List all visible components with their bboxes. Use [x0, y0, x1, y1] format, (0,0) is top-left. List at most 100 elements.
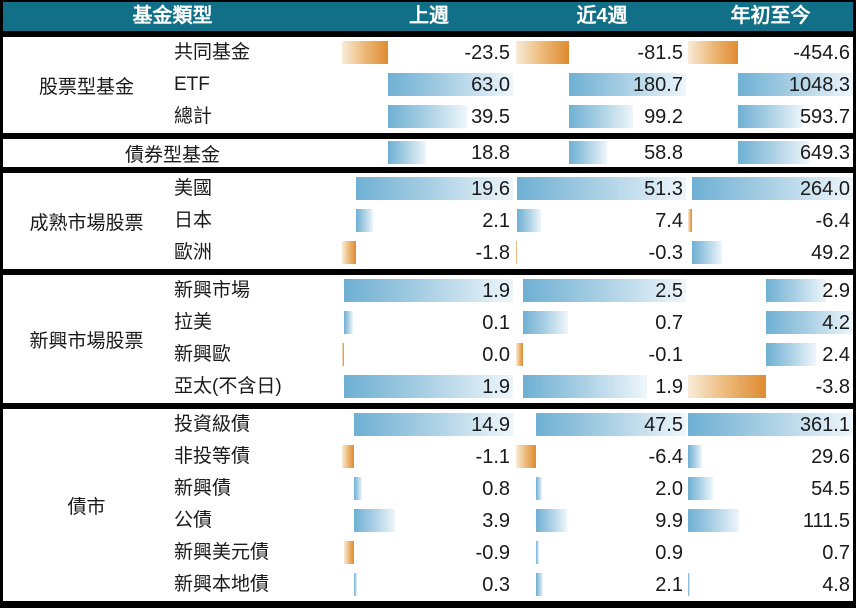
- data-bar: [536, 509, 568, 532]
- data-bar: [766, 343, 816, 366]
- data-bar: [516, 177, 686, 200]
- row-label: 公債: [174, 510, 213, 531]
- cell-value: -81.5: [637, 42, 683, 64]
- cell-value: -0.3: [648, 242, 683, 264]
- data-bar: [516, 343, 523, 366]
- cell-value: 0.1: [482, 312, 510, 334]
- cell-value: -23.5: [464, 42, 510, 64]
- table-block-emerging-market-equity: 新興市場股票 新興市場 1.9 2.5 2.9 拉美 0.1 0.7 4.2 新興歐 0.0 -0.1…: [3, 275, 853, 403]
- cell-value: 2.0: [655, 478, 683, 500]
- table-block-equity-funds: 股票型基金 共同基金 -23.5 -81.5 -454.6 ETF 63.0 180.7 104…: [3, 37, 853, 133]
- cell-value: 1048.3: [788, 74, 850, 96]
- cell-value: 29.6: [811, 446, 850, 468]
- cell-value: 1.9: [482, 376, 510, 398]
- value-cell: 19.6: [342, 173, 513, 205]
- cell-value: -6.4: [648, 446, 683, 468]
- data-bar: [516, 209, 542, 232]
- value-cell: 63.0: [342, 69, 513, 101]
- block-separator: [3, 133, 853, 139]
- value-cell: 1048.3: [688, 69, 853, 101]
- cell-value: 0.7: [655, 312, 683, 334]
- row-label: 歐洲: [174, 242, 213, 263]
- cell-value: 18.8: [471, 142, 510, 164]
- data-bar: [568, 73, 686, 96]
- data-bar: [342, 445, 354, 468]
- value-cell: 2.4: [688, 339, 853, 371]
- cell-value: 0.0: [482, 344, 510, 366]
- cell-value: 99.2: [644, 106, 683, 128]
- data-bar: [688, 209, 692, 232]
- cell-value: -0.1: [648, 344, 683, 366]
- row-label: 日本: [174, 210, 213, 231]
- value-cell: -1.1: [342, 441, 513, 473]
- block-separator: [3, 269, 853, 275]
- row-label: 新興歐: [174, 344, 232, 365]
- data-bar: [516, 41, 569, 64]
- value-cell: 361.1: [688, 409, 853, 441]
- group-label: 債市: [67, 496, 106, 518]
- cell-value: 7.4: [655, 210, 683, 232]
- group-label: 股票型基金: [38, 76, 134, 98]
- cell-value: 2.1: [482, 210, 510, 232]
- row-label: 亞太(不含日): [174, 376, 282, 397]
- value-cell: 99.2: [516, 101, 686, 133]
- row-label: 新興債: [174, 478, 232, 499]
- cell-value: 111.5: [802, 510, 850, 532]
- cell-value: 2.5: [655, 280, 683, 302]
- cell-value: 0.3: [482, 574, 510, 596]
- value-cell: 49.2: [688, 237, 853, 269]
- value-cell: 2.0: [516, 473, 686, 505]
- value-cell: 0.1: [342, 307, 513, 339]
- cell-value: -6.4: [815, 210, 850, 232]
- cell-value: -454.6: [793, 42, 850, 64]
- value-cell: -0.9: [342, 537, 513, 569]
- table-header: 基金類型 上週 近4週 年初至今: [3, 2, 853, 31]
- cell-value: 3.9: [482, 510, 510, 532]
- value-cell: 29.6: [688, 441, 853, 473]
- data-bar: [688, 375, 767, 398]
- data-bar: [342, 241, 357, 264]
- group-label: 債券型基金: [124, 144, 220, 166]
- value-cell: 649.3: [688, 139, 853, 167]
- cell-value: 19.6: [471, 178, 510, 200]
- cell-value: 264.0: [799, 178, 850, 200]
- cell-value: 0.7: [822, 542, 850, 564]
- cell-value: 1.9: [655, 376, 683, 398]
- cell-value: 4.8: [822, 574, 850, 596]
- cell-value: 54.5: [811, 478, 850, 500]
- data-bar: [691, 177, 853, 200]
- cell-value: 2.4: [822, 344, 850, 366]
- cell-value: 47.5: [644, 414, 683, 436]
- data-bar: [353, 413, 513, 436]
- value-cell: 9.9: [516, 505, 686, 537]
- table-body: 股票型基金 共同基金 -23.5 -81.5 -454.6 ETF 63.0 180.7 104…: [3, 37, 853, 601]
- value-cell: 3.9: [342, 505, 513, 537]
- value-cell: -454.6: [688, 37, 853, 69]
- cell-value: 649.3: [799, 142, 850, 164]
- cell-value: 593.7: [799, 106, 850, 128]
- value-cell: 51.3: [516, 173, 686, 205]
- value-cell: 58.8: [516, 139, 686, 167]
- block-separator: [3, 167, 853, 173]
- data-bar: [342, 343, 344, 366]
- cell-value: 39.5: [471, 106, 510, 128]
- value-cell: 18.8: [342, 139, 513, 167]
- data-bar: [343, 279, 513, 302]
- cell-value: -1.1: [475, 446, 510, 468]
- data-bar: [536, 413, 686, 436]
- data-bar: [342, 41, 389, 64]
- cell-value: 51.3: [644, 178, 683, 200]
- data-bar: [536, 573, 543, 596]
- cell-value: 9.9: [655, 510, 683, 532]
- cell-value: 0.9: [655, 542, 683, 564]
- cell-value: 2.9: [822, 280, 850, 302]
- cell-value: 58.8: [644, 142, 683, 164]
- data-bar: [568, 141, 607, 164]
- value-cell: 0.9: [516, 537, 686, 569]
- data-bar: [688, 509, 739, 532]
- row-label: 總計: [174, 106, 213, 127]
- header-separator: [3, 31, 853, 37]
- data-bar: [766, 279, 827, 302]
- data-bar: [344, 541, 354, 564]
- data-bar: [737, 73, 853, 96]
